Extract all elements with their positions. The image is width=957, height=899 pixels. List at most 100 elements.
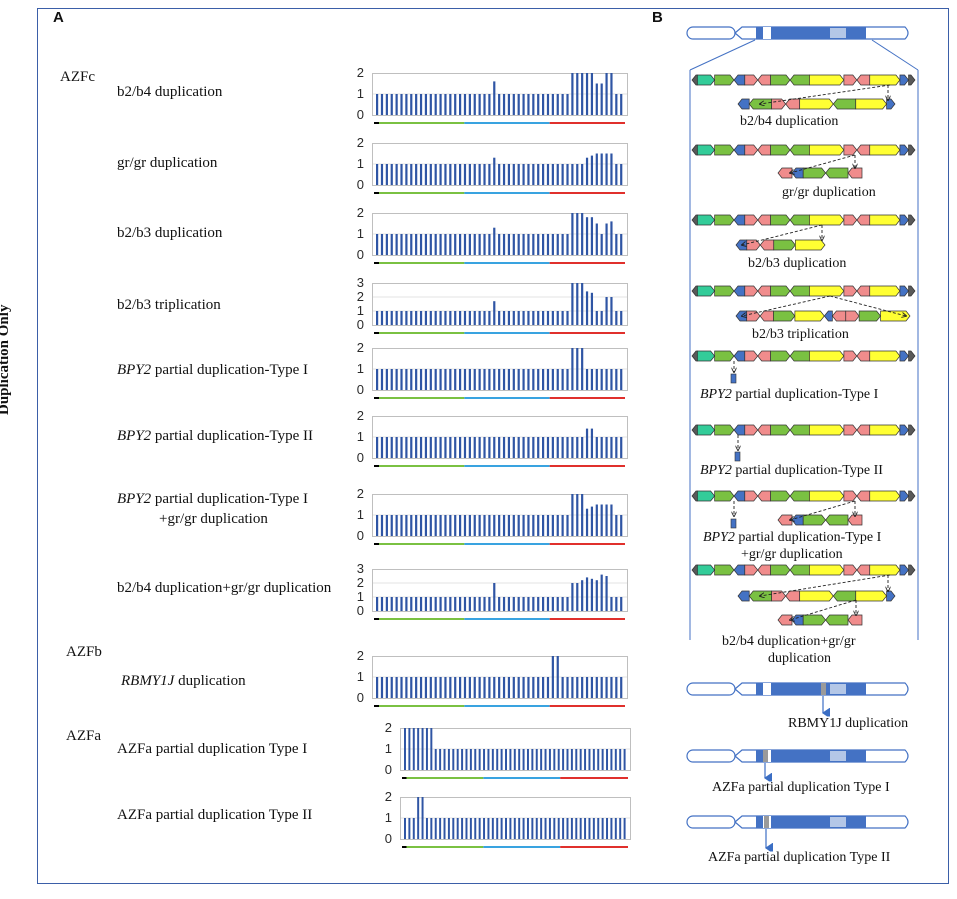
bar [449, 437, 452, 458]
bar [620, 234, 623, 255]
bar [615, 677, 618, 698]
bar [404, 818, 406, 839]
bar [571, 677, 574, 698]
bar [415, 597, 418, 611]
bar [463, 369, 467, 390]
y-tick-label: 0 [356, 382, 364, 397]
bar [454, 515, 457, 536]
bar [522, 597, 525, 611]
bar [473, 597, 476, 611]
bar [585, 508, 589, 536]
bar [483, 234, 486, 255]
bar [610, 749, 613, 770]
bar [526, 818, 529, 839]
bar [483, 311, 486, 325]
bar [512, 94, 515, 115]
bar [571, 283, 574, 325]
panel-a-letter: A [53, 9, 64, 26]
bar [473, 311, 476, 325]
bar [584, 749, 587, 770]
bar [498, 437, 501, 458]
bar [556, 656, 559, 698]
bar [544, 818, 547, 839]
bar [430, 728, 433, 770]
bar [522, 164, 525, 185]
bar [463, 164, 467, 185]
bar [496, 818, 499, 839]
bar [415, 515, 418, 536]
bar [502, 164, 506, 185]
bar [576, 437, 579, 458]
row-label-7: BPY2 partial duplication-Type I [117, 491, 308, 507]
bar [507, 164, 511, 185]
bar [385, 677, 388, 698]
row-label-11: AZFa partial duplication Type II [117, 807, 313, 823]
bar [473, 369, 476, 390]
bar [522, 818, 525, 839]
bar [576, 677, 579, 698]
bar [483, 515, 486, 536]
bar [590, 292, 594, 325]
bar [500, 749, 503, 770]
bar [585, 291, 589, 325]
y-tick-label: 0 [356, 450, 364, 465]
bar [493, 369, 496, 390]
bar-chart-2 [372, 143, 628, 194]
bar [590, 677, 594, 698]
bar [459, 164, 462, 185]
bar [571, 73, 574, 115]
bar [527, 437, 530, 458]
bar [419, 311, 423, 325]
bar [537, 515, 540, 536]
bar [615, 234, 618, 255]
bar [415, 311, 418, 325]
bar [601, 818, 604, 839]
bar [517, 94, 520, 115]
bar [390, 597, 393, 611]
bar [429, 94, 432, 115]
bar [415, 234, 418, 255]
y-tick-label: 1 [356, 226, 364, 241]
bar [385, 437, 388, 458]
bar [623, 749, 626, 770]
y-tick-label: 0 [356, 603, 364, 618]
bar [566, 437, 569, 458]
bar-chart-10 [400, 728, 631, 779]
bar [483, 818, 486, 839]
bar [400, 677, 403, 698]
bar [498, 164, 501, 185]
bar [434, 164, 437, 185]
bar [488, 311, 491, 325]
bar [434, 515, 437, 536]
bar [600, 677, 603, 698]
bar [540, 818, 543, 839]
bar [527, 311, 530, 325]
bar [579, 818, 582, 839]
bar [600, 369, 603, 390]
bar [424, 597, 428, 611]
bar [517, 234, 520, 255]
bar [507, 234, 511, 255]
bar [556, 369, 559, 390]
bar [473, 164, 476, 185]
bar [507, 677, 511, 698]
bar [400, 164, 403, 185]
bar [468, 164, 471, 185]
bar [405, 311, 408, 325]
bar [581, 677, 584, 698]
bar [605, 369, 608, 390]
figure-frame [37, 8, 949, 884]
bar [405, 234, 408, 255]
bar [546, 597, 550, 611]
y-tick-label: 2 [384, 720, 392, 735]
bar [532, 234, 535, 255]
bar [584, 818, 587, 839]
bar [483, 94, 486, 115]
bar [380, 437, 384, 458]
bar [512, 234, 515, 255]
bar [425, 728, 428, 770]
bar [405, 515, 408, 536]
bar [620, 311, 623, 325]
bar [615, 311, 618, 325]
bar [400, 234, 403, 255]
